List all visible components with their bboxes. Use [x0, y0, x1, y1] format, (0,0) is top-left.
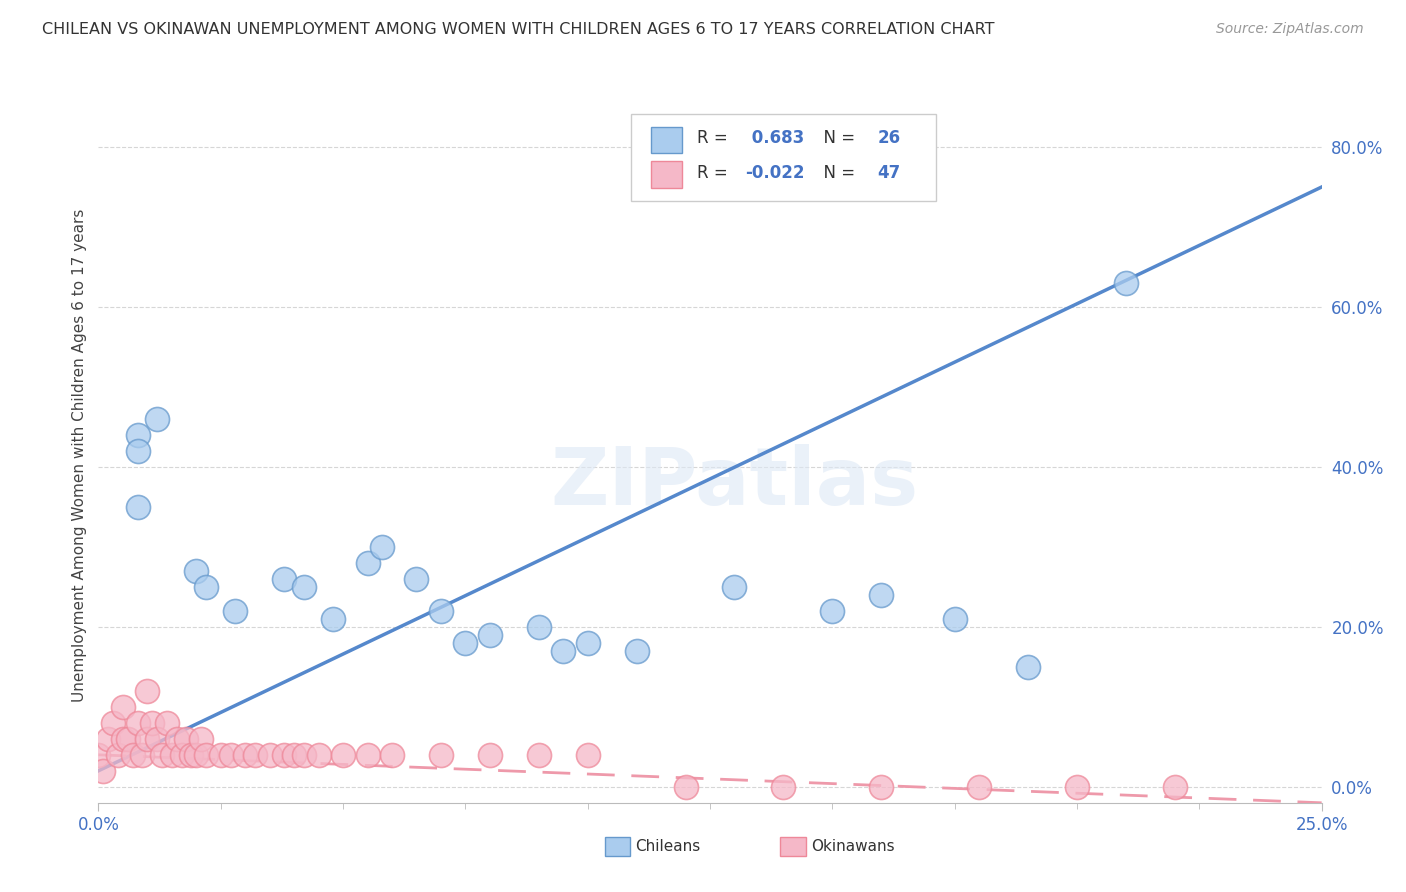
Point [273, 572, 295, 586]
Text: Source: ZipAtlas.com: Source: ZipAtlas.com [1216, 22, 1364, 37]
FancyBboxPatch shape [651, 161, 682, 188]
Point [576, 636, 599, 650]
Point [308, 747, 330, 762]
Point [259, 747, 281, 762]
Point [111, 699, 134, 714]
Point [723, 580, 745, 594]
Point [136, 683, 159, 698]
Point [527, 620, 550, 634]
Text: N =: N = [813, 164, 860, 182]
Text: 26: 26 [877, 129, 901, 147]
Point [1115, 276, 1137, 290]
Point [967, 780, 990, 794]
Text: N =: N = [813, 129, 860, 147]
Point [219, 747, 242, 762]
Point [127, 715, 149, 730]
Point [626, 644, 648, 658]
Text: Okinawans: Okinawans [811, 839, 894, 854]
Point [156, 715, 179, 730]
Point [160, 747, 183, 762]
FancyBboxPatch shape [630, 114, 936, 201]
Point [180, 747, 202, 762]
Point [101, 715, 124, 730]
Point [141, 715, 163, 730]
Point [1017, 660, 1039, 674]
Text: -0.022: -0.022 [745, 164, 806, 182]
Point [322, 612, 344, 626]
Point [478, 628, 501, 642]
Point [150, 747, 173, 762]
Point [146, 731, 169, 746]
Point [170, 747, 193, 762]
Point [117, 731, 139, 746]
Point [195, 580, 218, 594]
Point [332, 747, 354, 762]
Point [371, 540, 394, 554]
Point [176, 731, 198, 746]
Point [136, 731, 159, 746]
Text: ZIPatlas: ZIPatlas [550, 443, 918, 522]
Point [772, 780, 794, 794]
Point [405, 572, 427, 586]
Text: Chileans: Chileans [636, 839, 700, 854]
Point [292, 747, 315, 762]
Point [224, 604, 246, 618]
Point [292, 580, 315, 594]
Point [821, 604, 844, 618]
Point [107, 747, 129, 762]
Point [478, 747, 501, 762]
Point [121, 747, 143, 762]
Point [190, 731, 212, 746]
Point [243, 747, 266, 762]
Point [283, 747, 305, 762]
Point [675, 780, 697, 794]
Text: 0.683: 0.683 [745, 129, 804, 147]
Point [166, 731, 188, 746]
Text: 47: 47 [877, 164, 901, 182]
Y-axis label: Unemployment Among Women with Children Ages 6 to 17 years: Unemployment Among Women with Children A… [72, 208, 87, 702]
Point [273, 747, 295, 762]
Text: R =: R = [696, 129, 733, 147]
Point [553, 644, 575, 658]
Point [127, 428, 149, 442]
Point [127, 500, 149, 514]
Point [111, 731, 134, 746]
Point [131, 747, 153, 762]
FancyBboxPatch shape [651, 127, 682, 153]
Point [233, 747, 256, 762]
Point [1164, 780, 1187, 794]
Point [454, 636, 477, 650]
Point [146, 412, 169, 426]
Point [356, 556, 378, 570]
Point [186, 747, 208, 762]
Text: R =: R = [696, 164, 733, 182]
Point [527, 747, 550, 762]
Point [381, 747, 404, 762]
Point [97, 731, 120, 746]
Point [870, 588, 893, 602]
Point [195, 747, 218, 762]
Point [186, 564, 208, 578]
Point [430, 604, 453, 618]
Point [87, 747, 110, 762]
Point [1066, 780, 1088, 794]
Text: CHILEAN VS OKINAWAN UNEMPLOYMENT AMONG WOMEN WITH CHILDREN AGES 6 TO 17 YEARS CO: CHILEAN VS OKINAWAN UNEMPLOYMENT AMONG W… [42, 22, 994, 37]
Point [356, 747, 378, 762]
Point [127, 444, 149, 458]
Point [430, 747, 453, 762]
Point [209, 747, 232, 762]
Point [943, 612, 966, 626]
Point [576, 747, 599, 762]
Point [870, 780, 893, 794]
Point [91, 764, 114, 778]
